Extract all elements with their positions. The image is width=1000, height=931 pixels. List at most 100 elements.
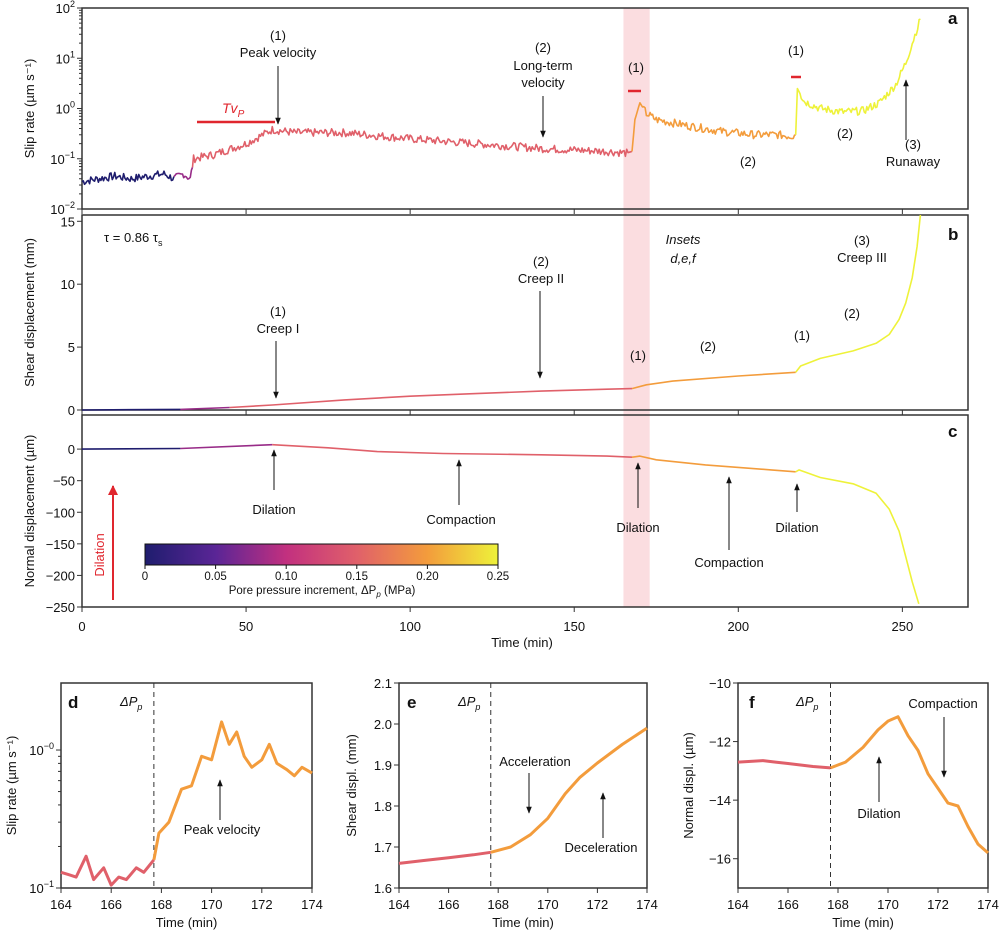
x-axis-label: Time (min) xyxy=(156,915,218,930)
annotation-compaction-f: Compaction xyxy=(908,696,977,711)
dilation-direction-label: Dilation xyxy=(92,533,107,576)
y-tick-label: −250 xyxy=(46,600,75,615)
data-line-c xyxy=(272,443,633,458)
x-tick-label: 100 xyxy=(399,619,421,634)
inset-annotations: d ΔPp Peak velocity e ΔPp Acceleration D… xyxy=(68,693,978,855)
y-tick-label: 10−1 xyxy=(50,150,75,167)
y-tick-label: 10−0 xyxy=(29,741,54,758)
annotation-creep2-num: (2) xyxy=(533,254,549,269)
annotation-compaction-1: Compaction xyxy=(426,512,495,527)
annotation-creep3: Creep III xyxy=(837,250,887,265)
data-line-a xyxy=(631,102,796,152)
data-line-c xyxy=(795,469,920,605)
x-tick-label: 170 xyxy=(877,897,899,912)
data-line-b xyxy=(795,214,922,373)
annotation-longterm-1: Long-term xyxy=(513,58,572,73)
annotation-s3-1: (1) xyxy=(788,43,804,58)
x-tick-label: 166 xyxy=(438,897,460,912)
y-tick-base: 10 xyxy=(29,743,43,758)
panel-label-f: f xyxy=(749,693,755,712)
x-axis-label: Time (min) xyxy=(832,915,894,930)
data-line-d xyxy=(152,720,313,861)
colorbar-tick-label: 0.25 xyxy=(487,571,509,583)
data-line-a xyxy=(173,167,194,180)
y-tick-base: 10 xyxy=(50,202,64,217)
x-tick-label: 168 xyxy=(151,897,173,912)
axes-frame-e xyxy=(398,682,648,889)
axes-frame-a xyxy=(81,7,969,210)
annotation-dilation-1: Dilation xyxy=(252,502,295,517)
y-tick-label: −150 xyxy=(46,537,75,552)
y-tick-exp: −1 xyxy=(65,150,75,160)
insets-label-1: Insets xyxy=(666,232,701,247)
colorbar-tick-label: 0.20 xyxy=(416,571,438,583)
annotation-s2-1: (1) xyxy=(628,60,644,75)
colorbar: 0 0.05 0.10 0.15 0.20 0.25 Pore pressure incr… xyxy=(142,543,509,599)
y-tick-base: 10 xyxy=(56,51,70,66)
y-tick-exp: −2 xyxy=(65,200,75,210)
y-tick-label: 1.7 xyxy=(374,840,392,855)
tvp-label: TvP xyxy=(222,100,245,120)
data-line-a xyxy=(191,125,633,168)
y-tick-label: 1.6 xyxy=(374,881,392,896)
y-tick-base: 10 xyxy=(50,152,64,167)
annotation-longterm-num: (2) xyxy=(535,40,551,55)
y-axis-label: Slip rate (µm s⁻¹) xyxy=(4,736,19,836)
annotation-peak-velocity-d: Peak velocity xyxy=(184,822,261,837)
x-tick-label: 200 xyxy=(727,619,749,634)
x-tick-label: 174 xyxy=(636,897,658,912)
y-tick-label: 0 xyxy=(68,403,75,418)
data-line-a xyxy=(794,18,921,135)
annotation-dilation-3: Dilation xyxy=(775,520,818,535)
annotation-b-s2-1: (1) xyxy=(630,348,646,363)
x-axis-label: Time (min) xyxy=(491,635,553,650)
colorbar-tick-label: 0 xyxy=(142,571,148,583)
y-tick-label: 10 xyxy=(61,277,75,292)
panel-label-d: d xyxy=(68,693,78,712)
annotation-longterm-2: velocity xyxy=(521,75,565,90)
y-axis-label: Normal displacement (µm) xyxy=(22,435,37,588)
tau-label: τ = 0.86 τs xyxy=(104,230,163,248)
y-tick-base: 10 xyxy=(56,102,70,117)
colorbar-gradient xyxy=(144,543,499,566)
y-tick-label: −10 xyxy=(709,676,731,691)
y-tick-label: −12 xyxy=(709,735,731,750)
x-tick-label: 174 xyxy=(977,897,999,912)
x-tick-label: 150 xyxy=(563,619,585,634)
annotation-peak-num: (1) xyxy=(270,28,286,43)
y-tick-label: 102 xyxy=(56,0,75,16)
y-tick-label: 10−2 xyxy=(50,200,75,217)
annotation-dilation-2: Dilation xyxy=(616,520,659,535)
x-tick-label: 50 xyxy=(239,619,253,634)
data-line-c xyxy=(180,443,273,450)
annotation-creep1: Creep I xyxy=(257,321,300,336)
data-line-c xyxy=(631,455,796,473)
y-tick-label: 1.8 xyxy=(374,799,392,814)
x-tick-label: 172 xyxy=(927,897,949,912)
y-tick-label: −50 xyxy=(53,474,75,489)
axes-frame-b xyxy=(81,214,969,411)
axes-frame-d xyxy=(60,682,313,889)
annotation-creep3-num: (3) xyxy=(854,233,870,248)
panel-e: 1.6 1.7 1.8 1.9 2.0 2.1 164 166 168 170 172 174 Shea… xyxy=(344,676,658,930)
axes-frame-c xyxy=(81,414,969,608)
y-tick-exp: −0 xyxy=(44,741,54,751)
y-tick-exp: 2 xyxy=(70,0,75,9)
colorbar-label: Pore pressure increment, ΔPp (MPa) xyxy=(229,585,416,599)
colorbar-tick-label: 0.10 xyxy=(275,571,297,583)
y-tick-exp: 0 xyxy=(70,100,75,110)
x-tick-label: 166 xyxy=(100,897,122,912)
y-tick-label: −200 xyxy=(46,568,75,583)
y-tick-label: 10−1 xyxy=(29,879,54,896)
y-tick-label: 15 xyxy=(61,214,75,229)
data-line-f xyxy=(737,759,831,770)
y-tick-base: 10 xyxy=(56,1,70,16)
data-line-b xyxy=(180,406,230,411)
data-line-c xyxy=(81,447,181,450)
y-tick-label: 2.1 xyxy=(374,676,392,691)
y-tick-label: 0 xyxy=(68,442,75,457)
y-tick-label: 5 xyxy=(68,340,75,355)
